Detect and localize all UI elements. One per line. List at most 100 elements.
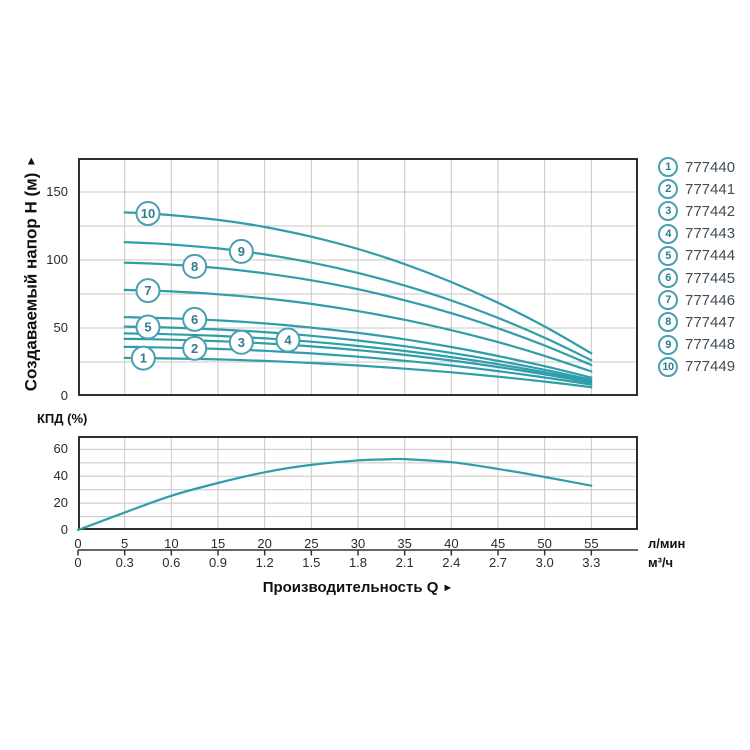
head-flow-chart: 1 2 3 4 5 6 7 8 9 10 <box>78 158 638 396</box>
legend-circle-8: 8 <box>658 312 678 333</box>
head-axis-title-text: Создаваемый напор H (м) <box>21 172 40 392</box>
head-ytick-150: 150 <box>46 184 68 199</box>
curve-label-8: 8 <box>182 253 208 279</box>
flow-xtick-lmin-40: 40 <box>444 536 459 551</box>
flow-xtick-m3h-3.0: 3.0 <box>535 555 554 570</box>
pump-curve-777448 <box>123 241 593 362</box>
legend-item-777445: 6 777445 <box>658 267 735 289</box>
curve-label-9: 9 <box>228 238 254 264</box>
curve-label-4: 4 <box>275 327 301 353</box>
legend-model-label: 777449 <box>685 358 736 376</box>
pump-curve-777449 <box>123 211 593 355</box>
flow-xtick-m3h-2.1: 2.1 <box>395 555 414 570</box>
flow-xtick-m3h-1.5: 1.5 <box>302 555 321 570</box>
head-ytick-100: 100 <box>46 252 68 267</box>
flow-xtick-lmin-25: 25 <box>304 536 319 551</box>
eff-ytick-60: 60 <box>53 441 68 457</box>
legend-model-label: 777441 <box>685 180 736 198</box>
flow-xtick-lmin-20: 20 <box>257 536 272 551</box>
curve-label-3: 3 <box>228 329 254 355</box>
flow-xtick-lmin-10: 10 <box>164 536 179 551</box>
eff-ytick-0: 0 <box>60 522 68 537</box>
flow-axis-title: Производительность Q ► <box>78 579 638 596</box>
svg-text:9: 9 <box>238 244 245 259</box>
pump-curve-777442 <box>123 337 593 384</box>
model-legend: 1 777440 2 777441 3 777442 4 777443 5 777444 6 7774… <box>658 156 735 378</box>
flow-xtick-lmin-15: 15 <box>210 536 226 551</box>
unit-lmin-label: л/мин <box>648 536 686 551</box>
flow-xtick-m3h-2.7: 2.7 <box>488 555 508 570</box>
svg-text:3: 3 <box>238 335 245 350</box>
pump-curve-777445 <box>123 316 593 379</box>
legend-model-label: 777448 <box>685 336 736 354</box>
legend-circle-3: 3 <box>658 201 678 222</box>
svg-text:4: 4 <box>284 333 292 348</box>
eff-ytick-20: 20 <box>53 495 68 511</box>
head-ytick-0: 0 <box>60 388 68 403</box>
legend-model-label: 777443 <box>685 225 736 243</box>
svg-text:5: 5 <box>144 320 151 335</box>
legend-circle-1: 1 <box>658 157 678 178</box>
flow-axis-title-text: Производительность Q <box>262 579 439 596</box>
legend-item-777443: 4 777443 <box>658 223 735 245</box>
pump-curve-777447 <box>123 261 593 367</box>
svg-text:6: 6 <box>191 312 198 327</box>
legend-model-label: 777440 <box>685 158 736 176</box>
flow-xtick-m3h-0: 0 <box>74 555 82 570</box>
plot-frame <box>78 158 638 396</box>
up-arrow-icon: ▲ <box>25 153 37 168</box>
pump-curve-777440 <box>123 356 593 389</box>
flow-xtick-lmin-30: 30 <box>350 536 366 551</box>
curve-label-6: 6 <box>182 306 208 332</box>
flow-xtick-lmin-55: 55 <box>584 536 599 551</box>
legend-item-777444: 5 777444 <box>658 245 735 267</box>
flow-xtick-m3h-3.3: 3.3 <box>582 555 601 570</box>
svg-text:7: 7 <box>144 283 151 298</box>
legend-item-777440: 1 777440 <box>658 156 735 178</box>
unit-m3h-label: м³/ч <box>648 555 674 570</box>
efficiency-curve <box>76 457 593 532</box>
right-arrow-icon: ► <box>442 582 454 594</box>
svg-text:1: 1 <box>140 351 147 366</box>
secondary-x-axis <box>77 549 638 556</box>
legend-circle-6: 6 <box>658 268 678 289</box>
flow-xtick-m3h-1.8: 1.8 <box>348 555 368 570</box>
legend-circle-2: 2 <box>658 179 678 200</box>
pump-curve-777446 <box>123 288 593 373</box>
legend-item-777442: 3 777442 <box>658 200 735 222</box>
flow-xtick-m3h-2.4: 2.4 <box>442 555 461 570</box>
flow-xtick-m3h-0.3: 0.3 <box>115 555 134 570</box>
legend-item-777441: 2 777441 <box>658 178 735 200</box>
legend-model-label: 777446 <box>685 291 736 309</box>
legend-circle-5: 5 <box>658 245 678 266</box>
legend-circle-4: 4 <box>658 223 678 244</box>
curve-label-1: 1 <box>130 345 156 371</box>
flow-xtick-lmin-35: 35 <box>397 536 412 551</box>
legend-model-label: 777442 <box>685 202 736 220</box>
curve-label-2: 2 <box>182 335 208 361</box>
head-ytick-50: 50 <box>53 320 68 335</box>
pump-curve-777444 <box>123 325 593 381</box>
flow-xtick-lmin-0: 0 <box>74 536 82 551</box>
curve-label-7: 7 <box>135 278 161 304</box>
legend-item-777449: 10 777449 <box>658 356 735 378</box>
legend-item-777448: 9 777448 <box>658 334 735 356</box>
legend-circle-9: 9 <box>658 334 678 355</box>
legend-circle-7: 7 <box>658 290 678 311</box>
flow-xtick-m3h-1.2: 1.2 <box>255 555 274 570</box>
legend-item-777447: 8 777447 <box>658 311 735 333</box>
flow-xtick-lmin-50: 50 <box>537 536 552 551</box>
pump-curve-777441 <box>123 345 593 386</box>
pump-curve-777443 <box>123 332 593 383</box>
legend-circle-10: 10 <box>658 356 678 377</box>
svg-text:10: 10 <box>141 206 155 221</box>
svg-text:8: 8 <box>191 259 198 274</box>
legend-model-label: 777444 <box>685 247 736 265</box>
legend-model-label: 777447 <box>685 313 736 331</box>
eff-ytick-40: 40 <box>53 468 68 484</box>
flow-xtick-m3h-0.9: 0.9 <box>208 555 228 570</box>
svg-text:2: 2 <box>191 341 198 356</box>
curve-label-10: 10 <box>135 200 161 226</box>
flow-xtick-lmin-45: 45 <box>490 536 506 551</box>
